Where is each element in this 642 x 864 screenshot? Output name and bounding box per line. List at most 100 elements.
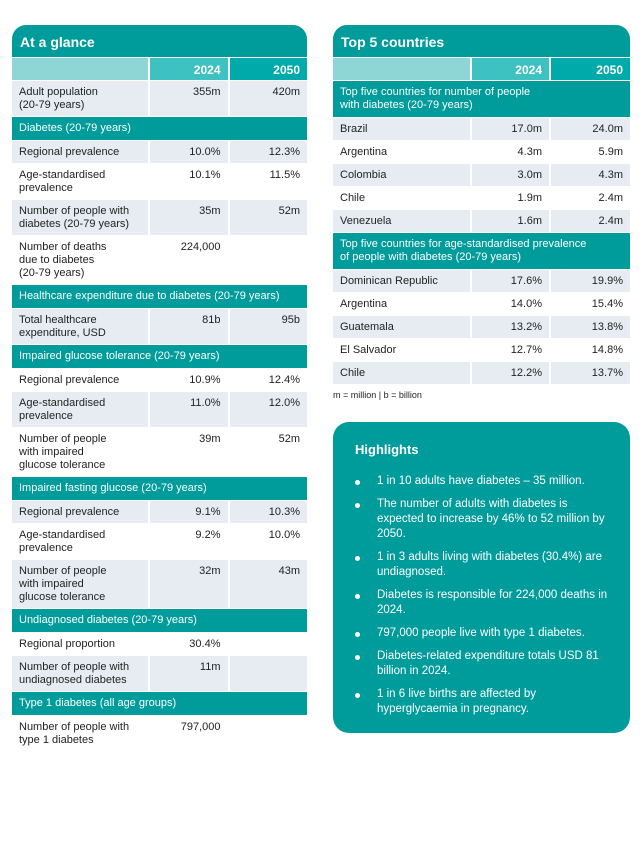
row-label: Colombia <box>333 164 470 186</box>
value-2050: 43m <box>227 560 307 608</box>
highlight-item: 1 in 10 adults have diabetes – 35 millio… <box>355 474 616 489</box>
value-2024: 17.0m <box>470 118 549 140</box>
value-2050: 95b <box>227 309 307 344</box>
value-2050: 11.5% <box>227 164 308 199</box>
section-header: Diabetes (20-79 years) <box>12 116 307 140</box>
value-2050: 14.8% <box>549 339 630 361</box>
value-2050: 2.4m <box>549 210 630 232</box>
table-row: Age-standardised prevalence 9.2% 10.0% <box>12 523 307 559</box>
table-row: Brazil 17.0m 24.0m <box>333 117 630 140</box>
value-2024: 1.9m <box>470 187 549 209</box>
highlight-item: Diabetes is responsible for 224,000 deat… <box>355 588 616 618</box>
row-label: Regional prevalence <box>12 501 148 523</box>
value-2050: 19.9% <box>549 270 630 292</box>
table-row: Chile 12.2% 13.7% <box>333 361 630 384</box>
row-label: Chile <box>333 362 470 384</box>
row-label: Age-standardised prevalence <box>19 169 106 194</box>
table-row: Regional proportion 30.4% <box>12 632 307 655</box>
table-row: Number of deaths due to diabetes (20-79 … <box>12 235 307 284</box>
value-2024: 39m <box>148 428 228 476</box>
value-2050: 5.9m <box>549 141 630 163</box>
value-2024: 11m <box>148 656 228 691</box>
section-header: Healthcare expenditure due to diabetes (… <box>12 284 307 308</box>
row-label: Number of people with impaired glucose t… <box>12 560 148 608</box>
value-2024: 4.3m <box>470 141 549 163</box>
value-2050 <box>227 656 307 691</box>
table-row: Colombia 3.0m 4.3m <box>333 163 630 186</box>
column-header-row: 2024 2050 <box>12 57 307 80</box>
row-label: Guatemala <box>333 316 470 338</box>
header-2050: 2050 <box>549 58 630 80</box>
value-2050: 15.4% <box>549 293 630 315</box>
table-row: Regional prevalence 9.1% 10.3% <box>12 500 307 523</box>
value-2024: 9.2% <box>148 524 228 559</box>
section-header: Type 1 diabetes (all age groups) <box>12 691 307 715</box>
table-row: Chile 1.9m 2.4m <box>333 186 630 209</box>
section-header: Top five countries for age-standardised … <box>333 232 630 269</box>
value-2050: 12.4% <box>227 369 308 391</box>
value-2024: 10.0% <box>148 141 228 163</box>
table-row: Number of people with impaired glucose t… <box>12 427 307 476</box>
table-row: Age-standardised prevalence 10.1% 11.5% <box>12 163 307 199</box>
value-2050 <box>227 236 308 284</box>
row-label: Number of deaths due to diabetes (20-79 … <box>19 241 107 279</box>
row-label: Age-standardised prevalence <box>12 392 148 427</box>
value-2050: 420m <box>227 81 307 116</box>
top-countries-table: Top 5 countries 2024 2050 Top five count… <box>333 25 630 384</box>
header-blank <box>333 58 470 80</box>
highlight-item: Diabetes-related expenditure totals USD … <box>355 649 616 679</box>
table-row: Regional prevalence 10.0% 12.3% <box>12 140 307 163</box>
at-a-glance-table: At a glance 2024 2050 Adult population (… <box>12 25 307 751</box>
value-2024: 797,000 <box>148 716 228 751</box>
row-label: Dominican Republic <box>333 270 470 292</box>
table-row: Regional prevalence 10.9% 12.4% <box>12 368 307 391</box>
highlights-list: 1 in 10 adults have diabetes – 35 millio… <box>355 474 616 717</box>
footnote: m = million | b = billion <box>333 390 422 400</box>
value-2050: 24.0m <box>549 118 630 140</box>
value-2024: 14.0% <box>470 293 549 315</box>
table-row: Argentina 14.0% 15.4% <box>333 292 630 315</box>
table-row: Total healthcare expenditure, USD 81b 95b <box>12 308 307 344</box>
highlight-item: 797,000 people live with type 1 diabetes… <box>355 626 616 641</box>
row-label: Regional proportion <box>19 638 116 650</box>
highlights-box: Highlights 1 in 10 adults have diabetes … <box>333 422 630 733</box>
row-label: Number of people with impaired glucose t… <box>19 433 107 471</box>
value-2024: 12.2% <box>470 362 549 384</box>
row-label: Number of people with undiagnosed diabet… <box>12 656 148 691</box>
value-2024: 35m <box>148 200 228 235</box>
value-2024: 355m <box>148 81 228 116</box>
value-2050: 12.3% <box>227 141 307 163</box>
value-2050: 52m <box>227 200 307 235</box>
table-row: Age-standardised prevalence 11.0% 12.0% <box>12 391 307 427</box>
row-label: Regional prevalence <box>12 141 148 163</box>
top-countries-title: Top 5 countries <box>333 25 630 57</box>
row-label: Brazil <box>333 118 470 140</box>
section-header: Impaired glucose tolerance (20-79 years) <box>12 344 307 368</box>
value-2024: 1.6m <box>470 210 549 232</box>
row-label: Number of people with type 1 diabetes <box>19 721 130 746</box>
row-label: El Salvador <box>340 344 397 356</box>
value-2024: 9.1% <box>148 501 228 523</box>
value-2024: 30.4% <box>148 633 228 655</box>
value-2024: 10.9% <box>148 369 228 391</box>
highlights-title: Highlights <box>355 442 419 457</box>
highlight-item: The number of adults with diabetes is ex… <box>355 497 616 542</box>
table-row: Number of people with type 1 diabetes 797… <box>12 715 307 751</box>
value-2024: 13.2% <box>470 316 549 338</box>
column-header-row: 2024 2050 <box>333 57 630 80</box>
value-2050: 10.3% <box>227 501 307 523</box>
table-row: Guatemala 13.2% 13.8% <box>333 315 630 338</box>
value-2024: 17.6% <box>470 270 549 292</box>
table-row: Number of people with impaired glucose t… <box>12 559 307 608</box>
value-2024: 11.0% <box>148 392 228 427</box>
highlight-item: 1 in 6 live births are affected by hyper… <box>355 687 616 717</box>
value-2050: 13.7% <box>549 362 630 384</box>
value-2024: 32m <box>148 560 228 608</box>
value-2050: 4.3m <box>549 164 630 186</box>
row-label: Number of people with diabetes (20-79 ye… <box>12 200 148 235</box>
value-2024: 3.0m <box>470 164 549 186</box>
value-2024: 10.1% <box>148 164 228 199</box>
header-2050: 2050 <box>227 58 307 80</box>
value-2050: 10.0% <box>227 524 308 559</box>
table-row: Venezuela 1.6m 2.4m <box>333 209 630 232</box>
